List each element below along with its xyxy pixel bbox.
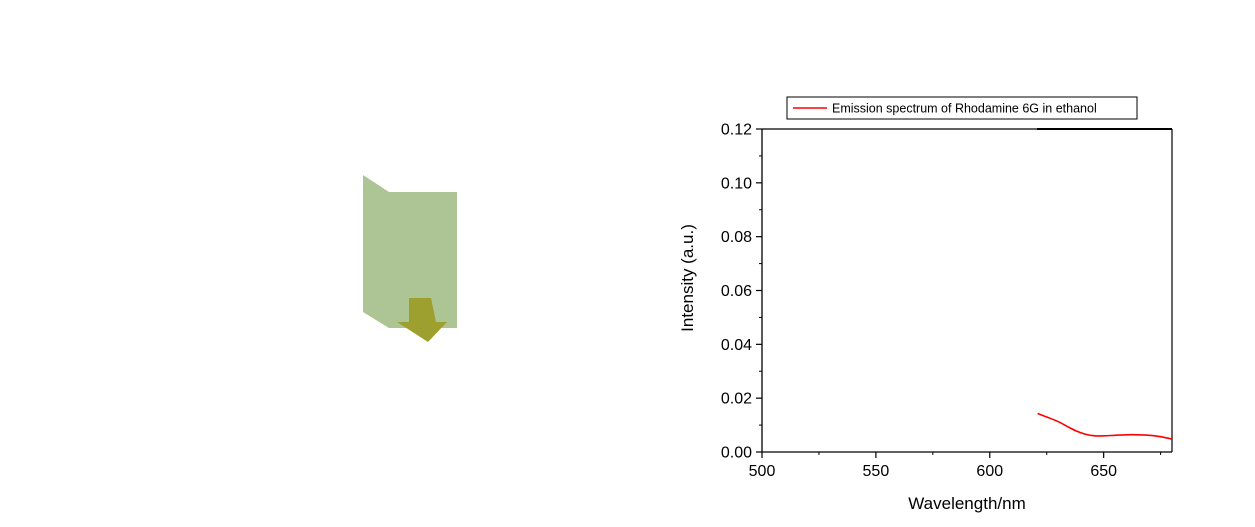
x-tick-label: 650 <box>1090 463 1117 480</box>
x-tick-label: 500 <box>749 463 776 480</box>
plot-frame <box>761 128 1173 453</box>
series-line <box>1037 412 1173 440</box>
y-tick-labels: 0.00 0.02 0.04 0.06 0.08 0.10 0.12 <box>721 122 752 462</box>
x-axis-title: Wavelength/nm <box>908 494 1025 513</box>
x-tick-labels: 500 550 600 650 <box>749 463 1117 480</box>
axis-ticks <box>756 128 1162 458</box>
y-tick-label: 0.02 <box>721 391 752 408</box>
y-axis-title: Intensity (a.u.) <box>678 224 697 332</box>
down-arrow-icon <box>397 298 447 342</box>
y-tick-label: 0.00 <box>721 445 752 462</box>
y-tick-label: 0.12 <box>721 122 752 139</box>
y-tick-label: 0.06 <box>721 283 752 300</box>
legend: Emission spectrum of Rhodamine 6G in eth… <box>786 96 1138 120</box>
x-tick-label: 600 <box>976 463 1003 480</box>
y-tick-label: 0.08 <box>721 229 752 246</box>
cuvette-shape <box>363 175 457 328</box>
legend-label: Emission spectrum of Rhodamine 6G in eth… <box>832 102 1097 116</box>
y-tick-label: 0.04 <box>721 337 752 354</box>
y-tick-label: 0.10 <box>721 175 752 192</box>
x-tick-label: 550 <box>863 463 890 480</box>
legend-box <box>786 96 1138 120</box>
series-layer <box>1037 412 1173 440</box>
